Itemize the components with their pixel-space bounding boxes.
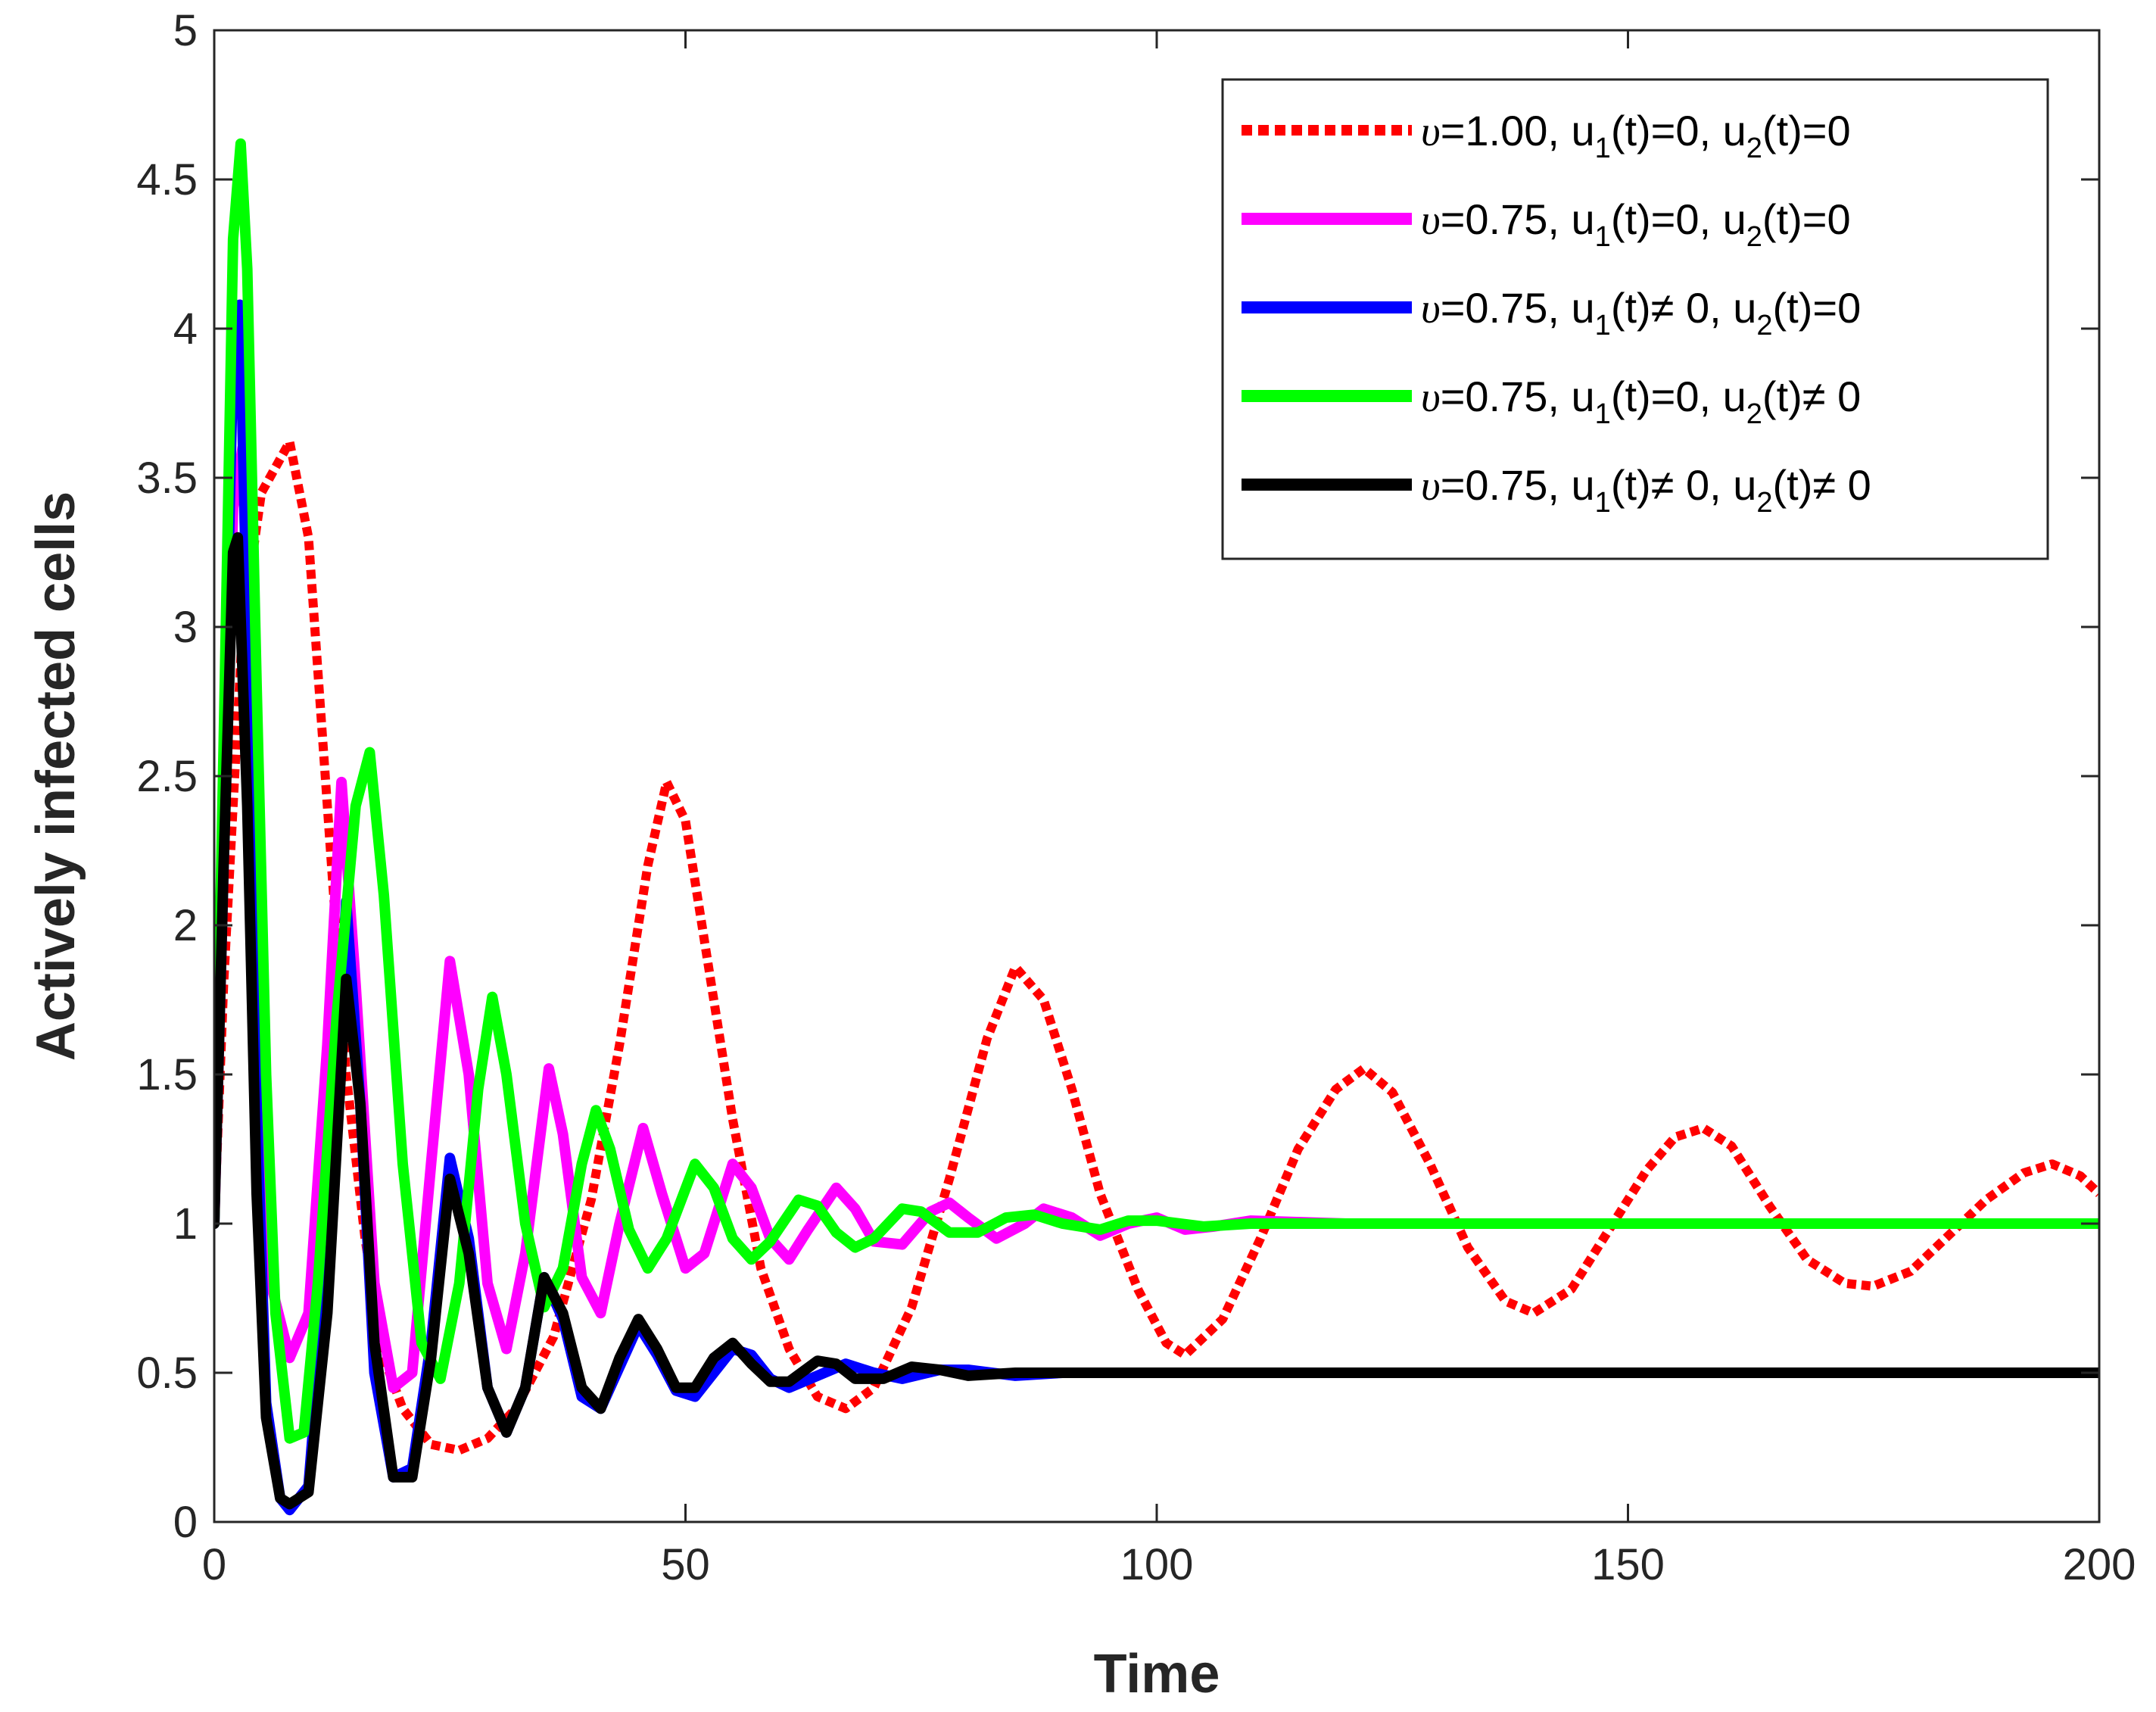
x-tick-label: 100 [1120,1540,1194,1589]
x-tick-label: 150 [1591,1540,1665,1589]
y-tick-label: 4 [173,304,198,354]
legend-label-3: υ=0.75, u1(t)≠ 0, u2(t)=0 [1421,284,1861,341]
y-tick-label: 0 [173,1498,198,1547]
y-tick-label: 3.5 [136,454,198,503]
series-line-5 [214,532,2099,1510]
legend-label-2: υ=0.75, u1(t)=0, u2(t)=0 [1421,195,1851,253]
series-layer [214,138,2099,1516]
y-tick-label: 4.5 [136,155,198,204]
axes-layer: 0 50 100 150 200 0 0.5 1 1.5 2 2.5 3 3.5 4 4.5 5 [136,6,2136,1589]
legend-label-5: υ=0.75, u1(t)≠ 0, u2(t)≠ 0 [1421,461,1871,519]
x-tick-label: 50 [661,1540,710,1589]
series-line-4 [214,138,2099,1444]
x-tick-label: 200 [2063,1540,2136,1589]
y-tick-label: 1 [173,1199,198,1249]
legend-label-4: υ=0.75, u1(t)=0, u2(t)≠ 0 [1421,373,1861,430]
y-tick-label: 2 [173,901,198,950]
y-tick-label: 2.5 [136,752,198,801]
y-tick-label: 1.5 [136,1050,198,1099]
legend: υ=1.00, u1(t)=0, u2(t)=0 υ=0.75, u1(t)=0,… [1221,78,2049,560]
x-axis-title: Time [1094,1644,1220,1704]
y-tick-label: 3 [173,603,198,652]
series-line-2 [214,442,2099,1393]
y-axis-title: Actively infected cells [26,491,86,1061]
y-tick-label: 0.5 [136,1349,198,1398]
y-tick-label: 5 [173,6,198,55]
legend-label-1: υ=1.00, u1(t)=0, u2(t)=0 [1421,107,1851,164]
x-tick-label: 0 [202,1540,226,1589]
